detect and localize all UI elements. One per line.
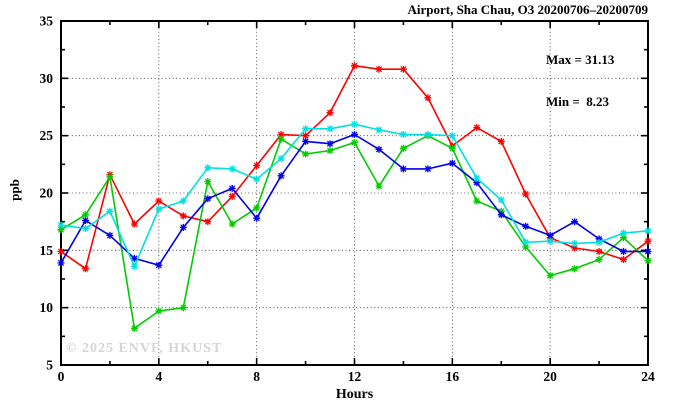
plot-border [60,20,649,366]
x-tick-label: 4 [155,369,162,384]
x-tick-label: 0 [58,369,65,384]
series-line-blue [60,133,648,267]
x-axis-label: Hours [335,387,374,402]
series-blue [57,131,652,269]
y-tick-label: 25 [40,128,54,143]
y-tick-label: 20 [40,186,54,201]
y-tick-label: 35 [40,14,54,29]
chart-title: Airport, Sha Chau, O3 20200706–20200709 [407,2,648,17]
x-tick-label: 24 [641,369,655,384]
x-tick-label: 8 [253,369,260,384]
y-tick-label: 5 [46,358,53,373]
y-axis-label: ppb [7,179,22,201]
y-tick-label: 30 [40,71,54,86]
x-tick-label: 16 [446,369,460,384]
x-tick-label: 20 [543,369,557,384]
x-tick-label: 12 [348,369,362,384]
legend: Max = 31.13 Min = 8.23 [546,25,614,137]
series-markers-cyan [57,120,652,270]
series-green [57,132,652,332]
legend-max-value: Max = 31.13 [546,52,615,67]
y-tick-label: 15 [40,243,54,258]
tick-labels: 0 4 8 12 16 20 24 5 10 15 20 25 30 35 [40,14,656,385]
series-cyan [57,120,652,270]
legend-min-value: Min = 8.23 [546,94,610,109]
series-markers-green [57,132,652,332]
y-tick-label: 10 [40,300,54,315]
watermark: © 2025 ENVF, HKUST [66,341,223,356]
